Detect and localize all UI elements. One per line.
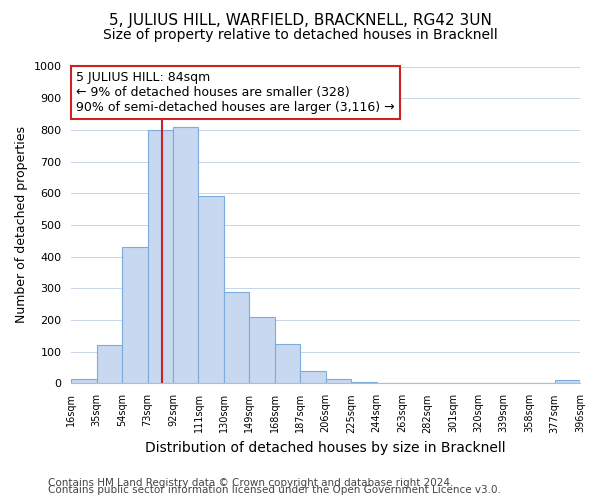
X-axis label: Distribution of detached houses by size in Bracknell: Distribution of detached houses by size … (145, 441, 506, 455)
Bar (377, 383, 402, 384)
Bar (351, 382, 377, 384)
Bar (250, 317, 275, 384)
Text: Size of property relative to detached houses in Bracknell: Size of property relative to detached ho… (103, 28, 497, 42)
Bar (97, 346, 122, 384)
Text: Contains public sector information licensed under the Open Government Licence v3: Contains public sector information licen… (48, 485, 501, 495)
Text: 5, JULIUS HILL, WARFIELD, BRACKNELL, RG42 3UN: 5, JULIUS HILL, WARFIELD, BRACKNELL, RG4… (109, 12, 491, 28)
Bar (71, 378, 97, 384)
Text: 5 JULIUS HILL: 84sqm
← 9% of detached houses are smaller (328)
90% of semi-detac: 5 JULIUS HILL: 84sqm ← 9% of detached ho… (76, 72, 395, 114)
Bar (122, 247, 148, 384)
Bar (173, 126, 199, 384)
Bar (224, 292, 250, 384)
Y-axis label: Number of detached properties: Number of detached properties (15, 126, 28, 324)
Text: Contains HM Land Registry data © Crown copyright and database right 2024.: Contains HM Land Registry data © Crown c… (48, 478, 454, 488)
Bar (326, 378, 351, 384)
Bar (199, 196, 224, 384)
Bar (554, 380, 580, 384)
Bar (148, 130, 173, 384)
Bar (300, 371, 326, 384)
Bar (275, 344, 300, 384)
